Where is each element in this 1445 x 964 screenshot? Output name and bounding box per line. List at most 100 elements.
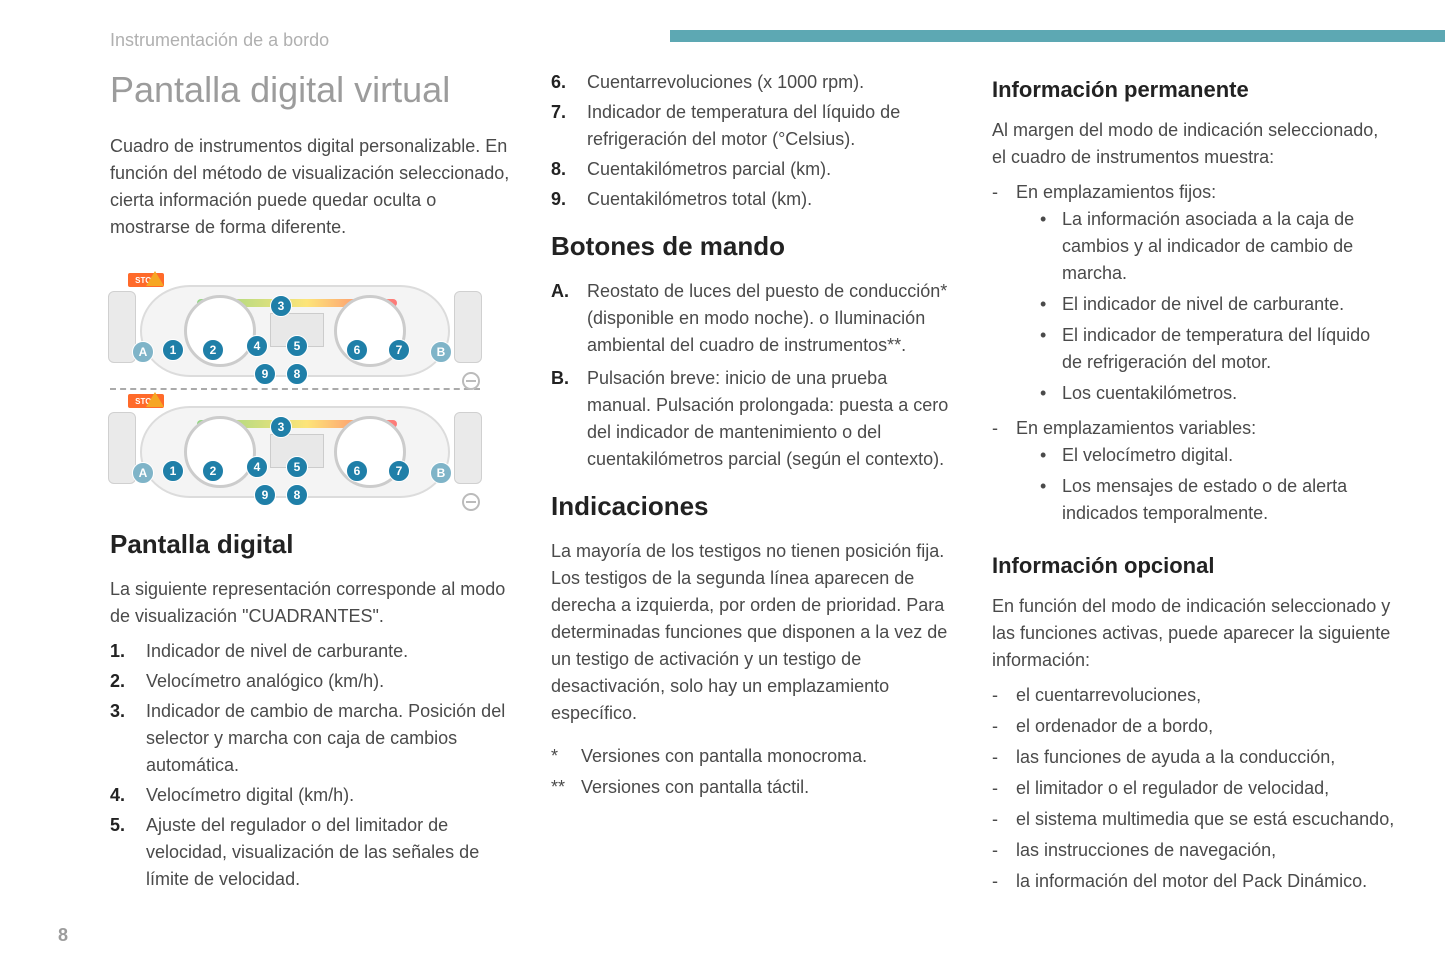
list-item: •El indicador de nivel de carburante. <box>1040 291 1395 318</box>
list-text: Indicador de nivel de carburante. <box>146 638 513 665</box>
footnote: *Versiones con pantalla monocroma. <box>551 743 954 770</box>
perm-var-bullets: •El velocímetro digital. •Los mensajes d… <box>1016 442 1395 527</box>
warning-triangle-icon <box>146 392 164 407</box>
numbered-list-1-5: 1.Indicador de nivel de carburante. 2.Ve… <box>110 638 513 893</box>
list-marker: 6. <box>551 69 587 96</box>
perm-dashlist: - En emplazamientos fijos: •La informaci… <box>992 179 1395 531</box>
subsection-opcional: Información opcional <box>992 553 1395 579</box>
list-item: 9.Cuentakilómetros total (km). <box>551 186 954 213</box>
callout-2: 2 <box>202 460 224 482</box>
opt-intro: En función del modo de indicación selecc… <box>992 593 1395 674</box>
cluster-row-top: STOP A 1 2 3 4 5 6 7 8 <box>110 271 480 386</box>
list-text: el sistema multimedia que se está escuch… <box>1016 806 1395 833</box>
callout-1: 1 <box>162 460 184 482</box>
numbered-list-6-9: 6.Cuentarrevoluciones (x 1000 rpm). 7.In… <box>551 69 954 213</box>
callout-letter-a: A <box>132 341 154 363</box>
dash-marker: - <box>992 179 1016 411</box>
perm-fixed-label: En emplazamientos fijos: <box>1016 182 1216 202</box>
list-text: El velocímetro digital. <box>1062 442 1395 469</box>
list-item: -el ordenador de a bordo, <box>992 713 1395 740</box>
warning-triangle-icon <box>146 271 164 286</box>
list-item: 7.Indicador de temperatura del líquido d… <box>551 99 954 153</box>
footnotes: *Versiones con pantalla monocroma. **Ver… <box>551 743 954 801</box>
callout-7: 7 <box>388 460 410 482</box>
list-item: 2.Velocímetro analógico (km/h). <box>110 668 513 695</box>
list-marker: 3. <box>110 698 146 779</box>
right-stalk-panel <box>454 291 482 363</box>
perm-intro: Al margen del modo de indicación selecci… <box>992 117 1395 171</box>
list-text: Velocímetro digital (km/h). <box>146 782 513 809</box>
dash-marker: - <box>992 837 1016 864</box>
bullet-marker: • <box>1040 473 1062 527</box>
footnote-text: Versiones con pantalla táctil. <box>581 774 954 801</box>
footnote: **Versiones con pantalla táctil. <box>551 774 954 801</box>
dash-marker: - <box>992 744 1016 771</box>
callout-6: 6 <box>346 339 368 361</box>
callout-3: 3 <box>270 295 292 317</box>
list-item: -el sistema multimedia que se está escuc… <box>992 806 1395 833</box>
list-marker: 1. <box>110 638 146 665</box>
list-text: Indicador de temperatura del líquido de … <box>587 99 954 153</box>
callout-9: 9 <box>254 363 276 385</box>
dash-marker: - <box>992 713 1016 740</box>
callout-8: 8 <box>286 363 308 385</box>
callout-4: 4 <box>246 456 268 478</box>
callout-1: 1 <box>162 339 184 361</box>
list-marker: A. <box>551 278 587 359</box>
list-item: 1.Indicador de nivel de carburante. <box>110 638 513 665</box>
list-marker: 5. <box>110 812 146 893</box>
dash-marker: - <box>992 806 1016 833</box>
list-text: El indicador de nivel de carburante. <box>1062 291 1395 318</box>
list-text: Pulsación breve: inicio de una prueba ma… <box>587 365 954 473</box>
list-item: -las instrucciones de navegación, <box>992 837 1395 864</box>
list-item: •El velocímetro digital. <box>1040 442 1395 469</box>
list-marker: 9. <box>551 186 587 213</box>
bullet-marker: • <box>1040 322 1062 376</box>
list-item: -las funciones de ayuda a la conducción, <box>992 744 1395 771</box>
section-indicaciones: Indicaciones <box>551 491 954 522</box>
steering-wheel-icon <box>462 372 480 390</box>
intro-text: Cuadro de instrumentos digital personali… <box>110 133 513 241</box>
list-marker: 2. <box>110 668 146 695</box>
list-text: el cuentarrevoluciones, <box>1016 682 1395 709</box>
list-item: B.Pulsación breve: inicio de una prueba … <box>551 365 954 473</box>
column-2: 6.Cuentarrevoluciones (x 1000 rpm). 7.In… <box>551 69 954 901</box>
footnote-text: Versiones con pantalla monocroma. <box>581 743 954 770</box>
section-pantalla-digital: Pantalla digital <box>110 529 513 560</box>
list-text: Reostato de luces del puesto de conducci… <box>587 278 954 359</box>
dash-marker: - <box>992 775 1016 802</box>
opt-dashlist: -el cuentarrevoluciones, -el ordenador d… <box>992 682 1395 895</box>
list-item: -la información del motor del Pack Dinám… <box>992 868 1395 895</box>
list-text: las instrucciones de navegación, <box>1016 837 1395 864</box>
list-item: 5.Ajuste del regulador o del limitador d… <box>110 812 513 893</box>
callout-4: 4 <box>246 335 268 357</box>
perm-var-label: En emplazamientos variables: <box>1016 418 1256 438</box>
page-number: 8 <box>58 925 68 946</box>
footnote-marker: ** <box>551 774 581 801</box>
list-text: En emplazamientos variables: •El velocím… <box>1016 415 1395 531</box>
list-text: Indicador de cambio de marcha. Posición … <box>146 698 513 779</box>
list-item: 6.Cuentarrevoluciones (x 1000 rpm). <box>551 69 954 96</box>
alpha-list: A.Reostato de luces del puesto de conduc… <box>551 278 954 473</box>
callout-6: 6 <box>346 460 368 482</box>
callout-7: 7 <box>388 339 410 361</box>
callout-letter-b: B <box>430 462 452 484</box>
dash-marker: - <box>992 415 1016 531</box>
list-marker: 7. <box>551 99 587 153</box>
cluster-row-bottom: STOP A 1 2 3 4 5 6 7 8 <box>110 392 480 507</box>
dash-marker: - <box>992 868 1016 895</box>
list-item: 3.Indicador de cambio de marcha. Posició… <box>110 698 513 779</box>
dash-marker: - <box>992 682 1016 709</box>
list-item: •La información asociada a la caja de ca… <box>1040 206 1395 287</box>
list-item: -el limitador o el regulador de velocida… <box>992 775 1395 802</box>
list-item: •Los mensajes de estado o de alerta indi… <box>1040 473 1395 527</box>
list-text: Los mensajes de estado o de alerta indic… <box>1062 473 1395 527</box>
page-title: Pantalla digital virtual <box>110 69 513 111</box>
list-item: •Los cuentakilómetros. <box>1040 380 1395 407</box>
column-1: Pantalla digital virtual Cuadro de instr… <box>110 69 513 901</box>
list-text: La información asociada a la caja de cam… <box>1062 206 1395 287</box>
list-text: Los cuentakilómetros. <box>1062 380 1395 407</box>
list-item: •El indicador de temperatura del líquido… <box>1040 322 1395 376</box>
list-item: - En emplazamientos fijos: •La informaci… <box>992 179 1395 411</box>
top-accent-bar <box>670 30 1445 42</box>
